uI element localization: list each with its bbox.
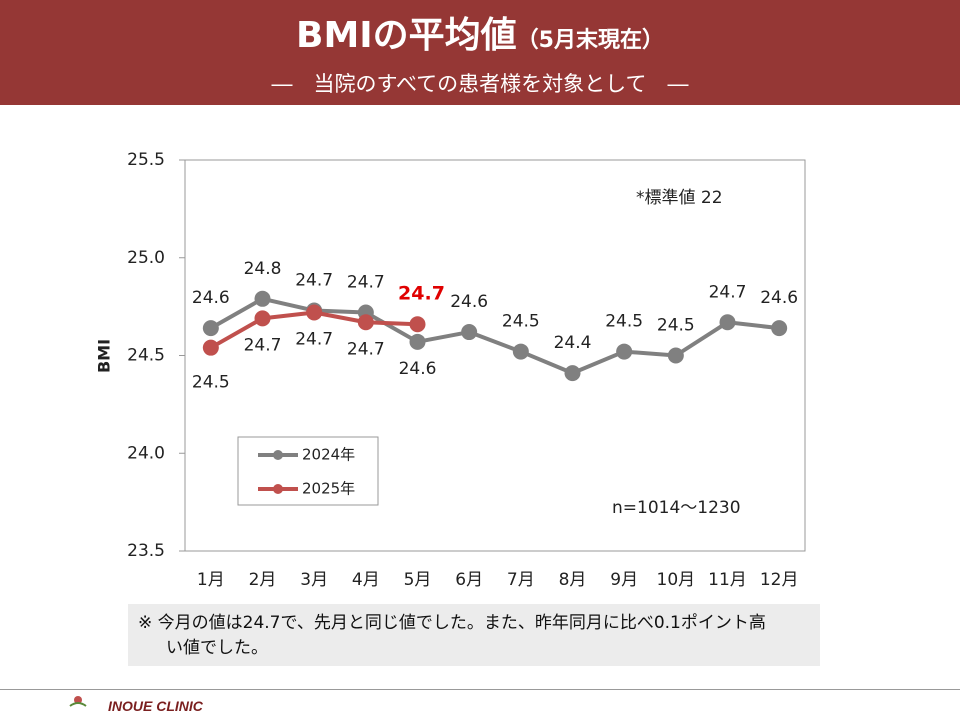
data-label: 24.6 [760,288,798,308]
point [512,343,529,360]
title-suffix: （5月末現在） [516,28,664,53]
footer-clinic: INOUE CLINIC [108,698,203,714]
data-label: 24.5 [657,316,695,336]
note: ※ 今月の値は24.7で、先月と同じ値でした。また、昨年同月に比べ0.1ポイント… [128,604,820,666]
legend-label: 2025年 [302,480,355,498]
data-label: 24.7 [347,339,385,359]
title: BMIの平均値（5月末現在） [0,6,960,58]
point [409,316,426,333]
y-tick-label: 24.0 [127,443,165,463]
title-main: BMIの平均値 [296,15,517,56]
legend-marker [273,484,283,494]
y-tick-label: 24.5 [127,346,165,366]
data-label: 24.4 [554,333,592,353]
data-label: 24.7 [347,272,385,292]
point [202,339,219,356]
data-label: 24.8 [244,259,282,279]
data-label: 24.5 [502,312,540,332]
x-tick-label: 10月 [657,570,696,590]
x-tick-label: 6月 [455,570,483,590]
annotation: n=1014～1230 [612,498,741,518]
point [719,314,736,331]
legend-box [237,436,379,506]
x-tick-label: 7月 [507,570,535,590]
y-axis-label: BMI [95,339,114,373]
point [409,333,426,350]
footer-line [0,689,960,690]
y-tick-label: 25.5 [127,150,165,170]
x-tick-label: 8月 [559,570,587,590]
point [357,314,374,331]
point [564,365,581,382]
x-tick-label: 5月 [404,570,432,590]
data-label: 24.7 [398,283,445,305]
data-label: 24.7 [244,335,282,355]
legend-label: 2024年 [302,446,355,464]
y-tick-label: 25.0 [127,248,165,268]
subtitle: ― 当院のすべての患者様を対象として ― [271,72,689,96]
x-tick-label: 1月 [197,570,225,590]
x-tick-label: 3月 [300,570,328,590]
data-label: 24.6 [192,288,230,308]
point [667,347,684,364]
x-tick-label: 11月 [708,570,747,590]
point [616,343,633,360]
y-tick-label: 23.5 [127,541,165,561]
data-label: 24.5 [605,312,643,332]
data-label: 24.6 [450,292,488,312]
point [771,320,788,337]
data-label: 24.7 [295,329,333,349]
series-line [209,296,780,376]
point [254,310,271,327]
point [202,320,219,337]
data-label: 24.5 [192,373,230,393]
point [306,304,323,321]
x-tick-label: 4月 [352,570,380,590]
data-label: 24.7 [709,282,747,302]
data-label: 24.7 [295,271,333,291]
x-tick-label: 2月 [249,570,277,590]
data-label: 24.6 [399,359,437,379]
legend-marker [273,450,283,460]
point [254,290,271,307]
annotation: *標準値 22 [636,188,723,208]
header: BMIの平均値（5月末現在） ― 当院のすべての患者様を対象として ― [0,0,960,105]
x-tick-label: 12月 [760,570,799,590]
point [461,324,478,341]
x-tick-label: 9月 [610,570,638,590]
